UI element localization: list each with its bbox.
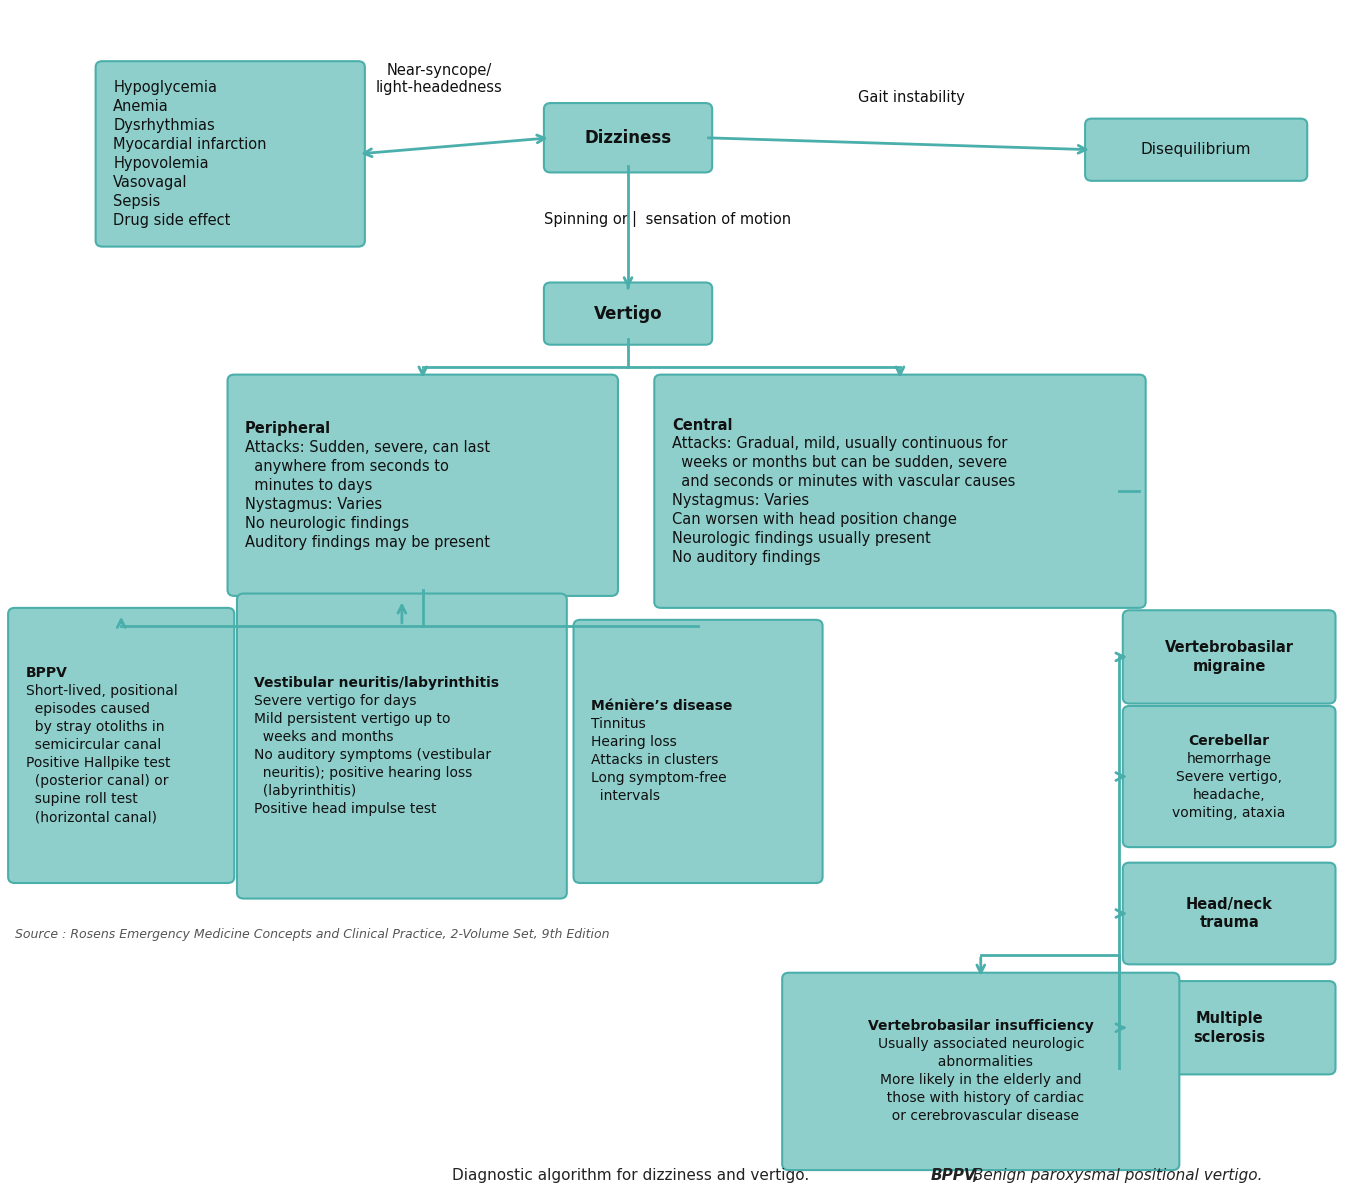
Text: semicircular canal: semicircular canal [26,739,161,753]
Text: No auditory findings: No auditory findings [672,550,820,565]
Text: Neurologic findings usually present: Neurologic findings usually present [672,531,931,546]
Text: Ménière’s disease: Ménière’s disease [591,699,733,713]
Text: |: | [631,211,637,227]
Text: abnormalities: abnormalities [929,1055,1033,1070]
Text: trauma: trauma [1199,916,1259,930]
FancyBboxPatch shape [782,972,1179,1170]
Text: those with history of cardiac: those with history of cardiac [878,1091,1083,1105]
Text: weeks and months: weeks and months [255,730,394,745]
Text: Positive head impulse test: Positive head impulse test [255,802,437,817]
Text: BPPV,: BPPV, [931,1168,979,1183]
FancyBboxPatch shape [96,61,364,247]
Text: Severe vertigo for days: Severe vertigo for days [255,694,417,707]
FancyBboxPatch shape [8,608,235,882]
Text: Benign paroxysmal positional vertigo.: Benign paroxysmal positional vertigo. [969,1168,1263,1183]
Text: (horizontal canal): (horizontal canal) [26,811,156,825]
Text: Positive Hallpike test: Positive Hallpike test [26,757,170,771]
Text: Hypoglycemia: Hypoglycemia [113,80,217,95]
Text: Sepsis: Sepsis [113,194,161,209]
FancyBboxPatch shape [1122,981,1336,1074]
Text: sensation of motion: sensation of motion [641,211,791,227]
FancyBboxPatch shape [654,374,1145,608]
Text: Peripheral: Peripheral [246,421,332,436]
Text: Vertebrobasilar insufficiency: Vertebrobasilar insufficiency [867,1019,1094,1034]
Text: Can worsen with head position change: Can worsen with head position change [672,512,956,528]
Text: Myocardial infarction: Myocardial infarction [113,137,267,152]
Text: headache,: headache, [1193,788,1265,802]
Text: weeks or months but can be sudden, severe: weeks or months but can be sudden, sever… [672,456,1006,470]
Text: Tinnitus: Tinnitus [591,717,646,731]
FancyBboxPatch shape [1122,706,1336,848]
Text: Cerebellar: Cerebellar [1188,734,1269,747]
Text: No neurologic findings: No neurologic findings [246,516,409,531]
Text: minutes to days: minutes to days [246,477,372,493]
Text: neuritis); positive hearing loss: neuritis); positive hearing loss [255,766,472,781]
Text: Severe vertigo,: Severe vertigo, [1176,770,1282,783]
Text: Vasovagal: Vasovagal [113,175,188,189]
FancyBboxPatch shape [1085,119,1307,181]
Text: Vertebrobasilar: Vertebrobasilar [1164,640,1294,655]
Text: Near-syncope/
light-headedness: Near-syncope/ light-headedness [375,62,502,96]
Text: Disequilibrium: Disequilibrium [1141,143,1252,157]
Text: Auditory findings may be present: Auditory findings may be present [246,535,490,549]
Text: episodes caused: episodes caused [26,703,150,717]
Text: sclerosis: sclerosis [1193,1030,1265,1044]
Text: supine roll test: supine roll test [26,793,138,807]
FancyBboxPatch shape [573,620,823,882]
Text: Head/neck: Head/neck [1186,897,1272,911]
Text: or cerebrovascular disease: or cerebrovascular disease [882,1109,1079,1123]
FancyBboxPatch shape [544,103,712,173]
FancyBboxPatch shape [1122,862,1336,964]
Text: BPPV: BPPV [26,667,67,680]
Text: anywhere from seconds to: anywhere from seconds to [246,459,449,474]
Text: Hearing loss: Hearing loss [591,735,677,749]
Text: Diagnostic algorithm for dizziness and vertigo.: Diagnostic algorithm for dizziness and v… [452,1168,815,1183]
Text: Attacks in clusters: Attacks in clusters [591,753,719,767]
Text: Vestibular neuritis/labyrinthitis: Vestibular neuritis/labyrinthitis [255,676,499,689]
Text: Usually associated neurologic: Usually associated neurologic [877,1037,1085,1052]
Text: Nystagmus: Varies: Nystagmus: Varies [246,496,382,512]
Text: Gait instability: Gait instability [858,90,965,104]
Text: Attacks: Sudden, severe, can last: Attacks: Sudden, severe, can last [246,440,490,454]
Text: More likely in the elderly and: More likely in the elderly and [880,1073,1082,1087]
Text: Short-lived, positional: Short-lived, positional [26,685,177,698]
Text: vomiting, ataxia: vomiting, ataxia [1172,806,1286,820]
Text: No auditory symptoms (vestibular: No auditory symptoms (vestibular [255,748,491,763]
Text: Anemia: Anemia [113,100,169,114]
Text: Spinning or: Spinning or [544,211,627,227]
Text: Attacks: Gradual, mild, usually continuous for: Attacks: Gradual, mild, usually continuo… [672,436,1008,452]
FancyBboxPatch shape [1122,610,1336,704]
Text: Hypovolemia: Hypovolemia [113,156,209,171]
Text: Dysrhythmias: Dysrhythmias [113,118,214,133]
Text: Vertigo: Vertigo [594,305,662,323]
FancyBboxPatch shape [237,594,567,898]
FancyBboxPatch shape [544,283,712,344]
Text: hemorrhage: hemorrhage [1187,752,1272,765]
FancyBboxPatch shape [228,374,618,596]
Text: migraine: migraine [1193,659,1265,674]
Text: Mild persistent vertigo up to: Mild persistent vertigo up to [255,712,451,727]
Text: Long symptom-free: Long symptom-free [591,771,727,785]
Text: Nystagmus: Varies: Nystagmus: Varies [672,493,809,508]
Text: Drug side effect: Drug side effect [113,212,231,228]
Text: and seconds or minutes with vascular causes: and seconds or minutes with vascular cau… [672,475,1016,489]
Text: intervals: intervals [591,789,660,803]
Text: (posterior canal) or: (posterior canal) or [26,775,169,789]
Text: Central: Central [672,417,733,433]
Text: (labyrinthitis): (labyrinthitis) [255,784,356,799]
Text: by stray otoliths in: by stray otoliths in [26,721,165,735]
Text: Dizziness: Dizziness [584,128,672,146]
Text: Source : Rosens Emergency Medicine Concepts and Clinical Practice, 2-Volume Set,: Source : Rosens Emergency Medicine Conce… [15,928,610,941]
Text: Multiple: Multiple [1195,1011,1263,1026]
